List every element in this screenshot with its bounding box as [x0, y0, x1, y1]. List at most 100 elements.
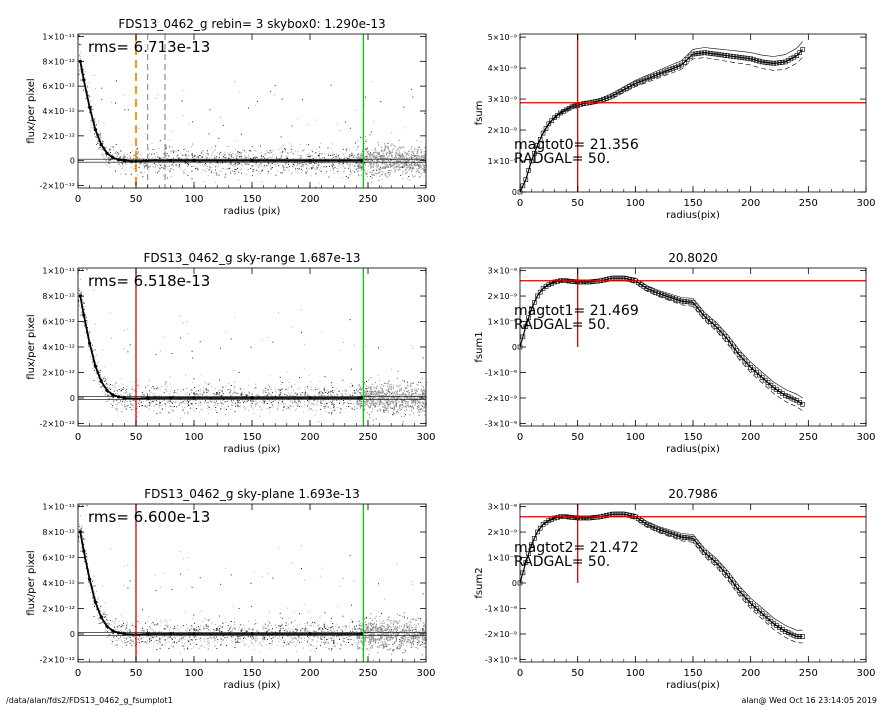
- pixel-point: [142, 391, 143, 393]
- pixel-point: [381, 146, 383, 148]
- fsum-point: [572, 279, 578, 285]
- pixel-point: [413, 398, 415, 400]
- pixel-point: [320, 153, 322, 155]
- pixel-point: [237, 167, 239, 169]
- pixel-point: [245, 164, 247, 166]
- pixel-point: [213, 394, 215, 396]
- pixel-point: [384, 145, 386, 147]
- pixel-point: [151, 398, 153, 400]
- pixel-point: [161, 398, 163, 400]
- pixel-point: [106, 377, 108, 379]
- pixel-point: [199, 402, 201, 404]
- pixel-point: [80, 68, 81, 70]
- pixel-point: [372, 153, 374, 155]
- pixel-point: [358, 174, 360, 176]
- pixel-point: [324, 389, 326, 391]
- pixel-point: [285, 162, 287, 164]
- pixel-point: [366, 388, 368, 389]
- pixel-point: [414, 388, 416, 390]
- pixel-point: [302, 164, 304, 166]
- pixel-point: [183, 90, 185, 92]
- pixel-point: [424, 156, 426, 158]
- pixel-point: [246, 400, 248, 402]
- profile-point: [169, 396, 173, 400]
- pixel-point: [261, 409, 263, 411]
- pixel-point: [280, 172, 282, 174]
- pixel-point: [250, 150, 252, 152]
- pixel-point: [264, 395, 266, 397]
- pixel-point: [368, 393, 369, 394]
- pixel-point: [373, 169, 375, 171]
- pixel-point: [392, 384, 394, 386]
- pixel-point: [90, 106, 92, 108]
- pixel-point: [345, 393, 346, 395]
- pixel-point: [391, 400, 393, 402]
- pixel-point: [180, 159, 182, 161]
- pixel-point: [384, 406, 386, 408]
- pixel-point: [371, 393, 373, 396]
- fsum-point: [583, 279, 589, 285]
- pixel-point: [197, 396, 199, 398]
- pixel-point: [213, 399, 215, 401]
- pixel-point: [363, 396, 365, 398]
- pixel-point: [306, 154, 308, 156]
- pixel-point: [131, 386, 133, 388]
- pixel-point: [276, 409, 278, 411]
- fsum-point: [552, 279, 557, 285]
- pixel-point: [353, 403, 355, 405]
- pixel-point: [201, 157, 203, 158]
- pixel-point: [355, 109, 357, 111]
- pixel-point: [417, 165, 420, 167]
- pixel-point: [385, 167, 387, 169]
- pixel-point: [351, 368, 352, 370]
- pixel-point: [332, 151, 334, 153]
- pixel-point: [173, 150, 175, 152]
- pixel-point: [283, 159, 285, 160]
- pixel-point: [83, 302, 85, 304]
- pixel-point: [80, 307, 82, 309]
- pixel-point: [140, 402, 142, 404]
- pixel-point: [89, 130, 91, 131]
- pixel-point: [369, 162, 371, 164]
- pixel-point: [184, 154, 186, 156]
- pixel-point: [192, 155, 194, 157]
- x-tick-label: 250: [799, 198, 818, 209]
- fsum-point: [731, 54, 736, 59]
- pixel-point: [426, 381, 428, 383]
- pixel-point: [388, 174, 390, 176]
- pixel-point: [148, 393, 150, 395]
- pixel-point: [421, 409, 424, 411]
- pixel-point: [347, 401, 349, 403]
- pixel-point: [227, 164, 229, 166]
- pixel-point: [400, 396, 403, 398]
- pixel-point: [298, 403, 299, 405]
- pixel-point: [169, 169, 171, 171]
- pixel-point: [191, 166, 193, 167]
- pixel-point: [225, 414, 226, 415]
- pixel-point: [129, 393, 131, 395]
- pixel-point: [407, 160, 408, 162]
- pixel-point: [401, 157, 403, 159]
- fsum-point: [661, 293, 667, 298]
- pixel-point: [416, 162, 418, 164]
- y-tick-label: 1×10⁻⁹: [488, 318, 517, 327]
- pixel-point: [86, 320, 88, 321]
- plot-frame: [77, 267, 427, 427]
- pixel-point: [107, 391, 109, 393]
- pixel-point: [201, 394, 203, 396]
- pixel-point: [310, 644, 312, 646]
- pixel-point: [169, 383, 171, 385]
- pixel-point: [382, 390, 384, 392]
- pixel-point: [207, 390, 209, 392]
- pixel-point: [268, 401, 270, 403]
- pixel-point: [159, 405, 161, 407]
- pixel-point: [376, 156, 378, 158]
- pixel-point: [156, 401, 158, 403]
- pixel-point: [247, 169, 249, 171]
- pixel-point: [389, 644, 391, 645]
- pixel-point: [412, 96, 414, 98]
- pixel-point: [218, 137, 220, 139]
- pixel-point: [396, 391, 398, 393]
- pixel-point: [388, 397, 390, 399]
- pixel-point: [241, 164, 243, 166]
